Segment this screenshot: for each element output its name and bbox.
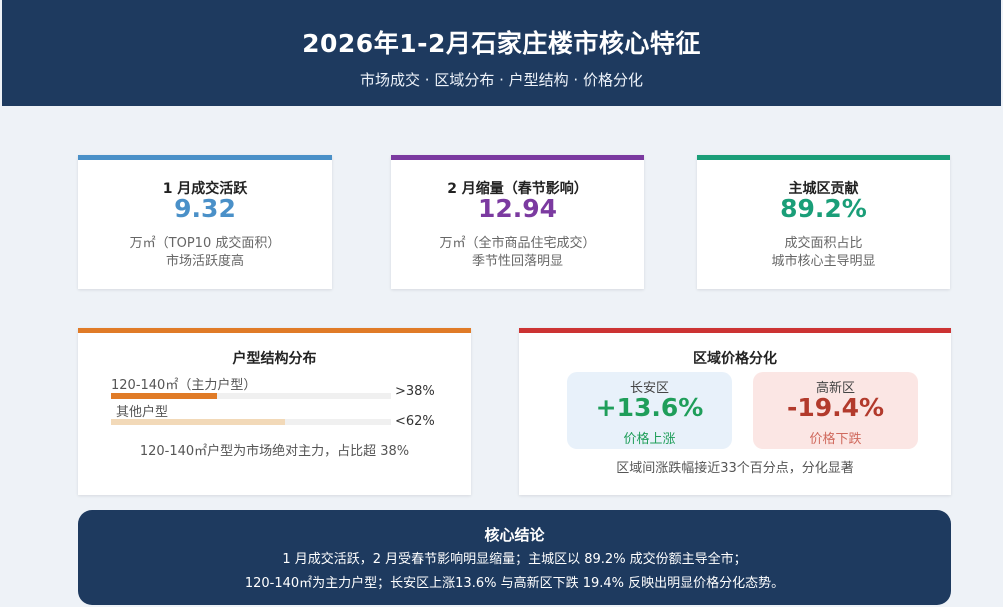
stat-desc: 成交面积占比 [784,236,863,251]
district-box-changan: 长安区 +13.6% 价格上涨 [567,372,732,449]
unit-structure-title: 户型结构分布 [232,351,317,367]
unit-row-track [111,419,391,425]
price-divergence-note: 区域间涨跌幅接近33个百分点，分化显著 [616,461,854,476]
district-name: 高新区 [815,381,855,396]
conclusion-line: 1 月成交活跃，2 月受春节影响明显缩量；主城区以 89.2% 成交份额主导全市… [282,552,747,567]
unit-row-percent: <62% [395,414,435,429]
stat-label: 1 月成交活跃 [162,181,248,197]
stat-desc: 万㎡（TOP10 成交面积） [129,236,281,251]
price-divergence-title: 区域价格分化 [693,351,777,367]
unit-structure-card: 户型结构分布 120-140㎡（主力户型） >38% 其他户型 <62% 120… [78,328,471,495]
stat-label: 2 月缩量（春节影响） [447,181,588,197]
stat-value: 12.94 [477,194,558,223]
unit-row-label: 120-140㎡（主力户型） [111,378,257,393]
unit-row-fill [111,419,285,425]
stat-card-main-district: 主城区贡献 89.2% 成交面积占比 城市核心主导明显 [697,155,950,289]
stat-card-accent-bar [78,155,332,160]
unit-row-track [111,393,391,399]
stat-desc: 万㎡（全市商品住宅成交） [439,236,596,251]
district-change: +13.6% [595,393,704,422]
district-change: -19.4% [786,393,885,422]
unit-structure-note: 120-140㎡户型为市场绝对主力，占比超 38% [139,444,410,459]
stat-card-february: 2 月缩量（春节影响） 12.94 万㎡（全市商品住宅成交） 季节性回落明显 [391,155,644,289]
stat-card-accent-bar [697,155,950,160]
stat-desc: 季节性回落明显 [471,254,563,269]
district-box-gaoxin: 高新区 -19.4% 价格下跌 [753,372,918,449]
unit-row-label: 其他户型 [116,405,169,420]
unit-row-percent: >38% [395,384,435,399]
stat-card-accent-bar [391,155,644,160]
unit-structure-accent-bar [78,328,471,333]
page-title: 2026年1-2月石家庄楼市核心特征 [302,29,701,58]
conclusion-box: 核心结论 1 月成交活跃，2 月受春节影响明显缩量；主城区以 89.2% 成交份… [78,510,951,605]
stat-desc: 市场活跃度高 [165,254,244,269]
stat-value: 9.32 [174,194,236,223]
conclusion-line: 120-140㎡为主力户型；长安区上涨13.6% 与高新区下跌 19.4% 反映… [244,576,785,591]
price-divergence-accent-bar [519,328,951,333]
price-divergence-card: 区域价格分化 长安区 +13.6% 价格上涨 高新区 -19.4% 价格下跌 区… [519,328,951,495]
stat-card-january: 1 月成交活跃 9.32 万㎡（TOP10 成交面积） 市场活跃度高 [78,155,332,289]
stat-label: 主城区贡献 [788,181,859,197]
unit-row-fill [111,393,218,399]
district-desc: 价格上涨 [623,432,676,447]
header-banner: 2026年1-2月石家庄楼市核心特征 市场成交 · 区域分布 · 户型结构 · … [2,0,1001,106]
district-desc: 价格下跌 [809,432,862,447]
stat-value: 89.2% [780,194,867,223]
conclusion-title: 核心结论 [484,526,545,544]
stat-desc: 城市核心主导明显 [771,254,876,269]
district-name: 长安区 [629,381,669,396]
page-subtitle: 市场成交 · 区域分布 · 户型结构 · 价格分化 [360,71,643,89]
